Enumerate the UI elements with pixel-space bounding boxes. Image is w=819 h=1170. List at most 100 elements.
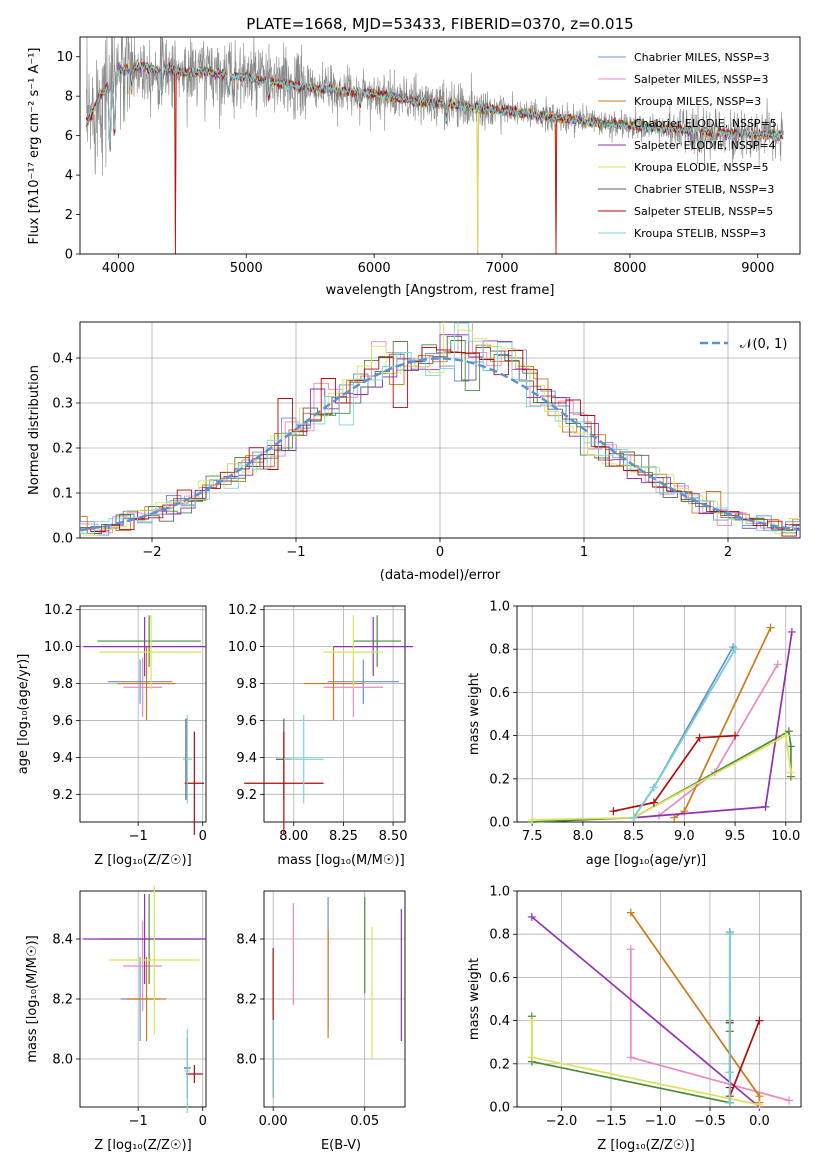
y-tick-label: 8.0	[236, 1053, 257, 1068]
age-weight-xlabel: age [log₁₀(age/yr)]	[586, 853, 707, 868]
z-age-panel: −1 0 9.2 9.4 9.6 9.8 10.0 10.2	[44, 603, 207, 844]
histogram-series	[80, 322, 800, 536]
x-tick-label: 0.00	[259, 1114, 288, 1129]
y-tick-label: 9.8	[52, 677, 73, 692]
weight-point-marker	[609, 807, 618, 816]
y-tick-label: 10.0	[228, 640, 257, 655]
x-tick-label: 0	[199, 829, 207, 844]
weight-point-marker	[725, 1098, 734, 1107]
histogram-xlabel: (data-model)/error	[380, 568, 501, 583]
normal-reference-curve	[80, 357, 800, 532]
x-tick-label: 6000	[358, 261, 391, 276]
y-tick-label: 6	[65, 129, 73, 144]
y-tick-label: 9.6	[236, 714, 257, 729]
weight-point-marker	[649, 783, 658, 792]
weight-point-marker	[761, 802, 770, 811]
y-tick-label: 9.8	[236, 677, 257, 692]
weight-point-marker	[528, 815, 537, 824]
legend-label: Kroupa STELIB, NSSP=3	[634, 227, 766, 240]
model-spectrum-line	[85, 60, 784, 254]
weight-point-marker	[787, 627, 796, 636]
weight-point-marker	[784, 727, 793, 736]
histogram-series	[80, 340, 800, 534]
y-tick-label: 9.6	[52, 714, 73, 729]
weight-point-marker	[527, 912, 536, 921]
y-tick-label: 10.0	[44, 640, 73, 655]
x-tick-label: 0	[199, 1114, 207, 1129]
y-tick-label: 0.1	[52, 487, 73, 502]
z-weight-xlabel: Z [log₁₀(Z/Z☉)]	[597, 1138, 694, 1153]
model-spectrum-line	[85, 62, 784, 254]
z-age-ylabel: age [log₁₀(age/yr)]	[16, 654, 31, 775]
weight-point-marker	[629, 813, 638, 822]
y-tick-label: 0.4	[489, 729, 510, 744]
y-tick-label: 1.0	[489, 885, 510, 900]
y-tick-label: 8.0	[52, 1053, 73, 1068]
y-tick-label: 10.2	[44, 603, 73, 618]
histogram-panel: −2 −1 0 1 2 0.0 0.1 0.2 0.3 0.4	[52, 321, 801, 560]
weight-point-marker	[755, 1016, 764, 1025]
x-tick-label: 8.5	[623, 829, 644, 844]
x-tick-label: 2	[724, 545, 732, 560]
y-tick-label: 10	[56, 50, 73, 65]
y-tick-label: 9.4	[236, 751, 257, 766]
y-tick-label: 0.2	[52, 442, 73, 457]
weight-point-marker	[786, 742, 795, 751]
legend-label: Salpeter ELODIE, NSSP=4	[634, 139, 776, 152]
x-tick-label: −1.0	[645, 1114, 677, 1129]
y-tick-label: 0.4	[52, 352, 73, 367]
normal-legend-label: 𝒩(0, 1)	[740, 337, 787, 352]
weight-series-line	[632, 646, 734, 819]
weight-series-line	[530, 1020, 760, 1106]
x-tick-label: 8.50	[379, 829, 408, 844]
x-tick-label: 4000	[102, 261, 135, 276]
weight-point-marker	[766, 623, 775, 632]
z-mass-ylabel: mass [log₁₀(M/M☉)]	[25, 935, 40, 1062]
weight-point-marker	[626, 908, 635, 917]
y-tick-label: 8.2	[52, 993, 73, 1008]
y-tick-label: 4	[65, 169, 73, 184]
y-tick-label: 8.4	[236, 933, 257, 948]
y-tick-label: 0.6	[489, 686, 510, 701]
x-tick-label: 0	[436, 545, 444, 560]
x-tick-label: −0.5	[694, 1114, 726, 1129]
y-tick-label: 8.4	[52, 933, 73, 948]
weight-point-marker	[649, 798, 658, 807]
y-tick-label: 8.2	[236, 993, 257, 1008]
x-tick-label: 9.5	[725, 829, 746, 844]
x-tick-label: 9.0	[674, 829, 695, 844]
x-tick-label: −1	[129, 829, 148, 844]
x-tick-label: 8.0	[573, 829, 594, 844]
mass-age-xlabel: mass [log₁₀(M/M☉)]	[277, 853, 404, 868]
x-tick-label: 10.0	[771, 829, 800, 844]
axes-frame	[263, 605, 406, 823]
x-tick-label: 8000	[613, 261, 646, 276]
x-tick-label: 7.5	[522, 829, 543, 844]
axes-frame	[79, 890, 207, 1108]
x-tick-label: −1.5	[595, 1114, 627, 1129]
weight-point-marker	[527, 1016, 536, 1025]
y-tick-label: 9.2	[52, 788, 73, 803]
weight-series-line	[613, 734, 736, 813]
axes-frame	[79, 36, 801, 255]
weight-series-line	[531, 916, 760, 1108]
legend-label: Salpeter MILES, NSSP=3	[634, 73, 768, 86]
weight-point-marker	[695, 733, 704, 742]
y-tick-label: 0.0	[52, 532, 73, 547]
z-mass-xlabel: Z [log₁₀(Z/Z☉)]	[94, 1138, 191, 1153]
weight-point-marker	[755, 1100, 764, 1109]
y-tick-label: 0	[65, 248, 73, 263]
y-tick-label: 0.0	[489, 1101, 510, 1116]
ebv-mass-xlabel: E(B-V)	[321, 1138, 361, 1153]
x-tick-label: 1	[580, 545, 588, 560]
x-tick-label: −1	[129, 1114, 148, 1129]
z-weight-ylabel: mass weight	[467, 958, 482, 1040]
weight-point-marker	[729, 643, 738, 652]
weight-series-line	[633, 631, 793, 819]
legend-label: Chabrier ELODIE, NSSP=5	[634, 117, 777, 130]
model-spectrum-line	[85, 62, 784, 150]
x-tick-label: 5000	[230, 261, 263, 276]
axes-frame	[516, 605, 802, 823]
x-tick-label: 0.0	[749, 1114, 770, 1129]
